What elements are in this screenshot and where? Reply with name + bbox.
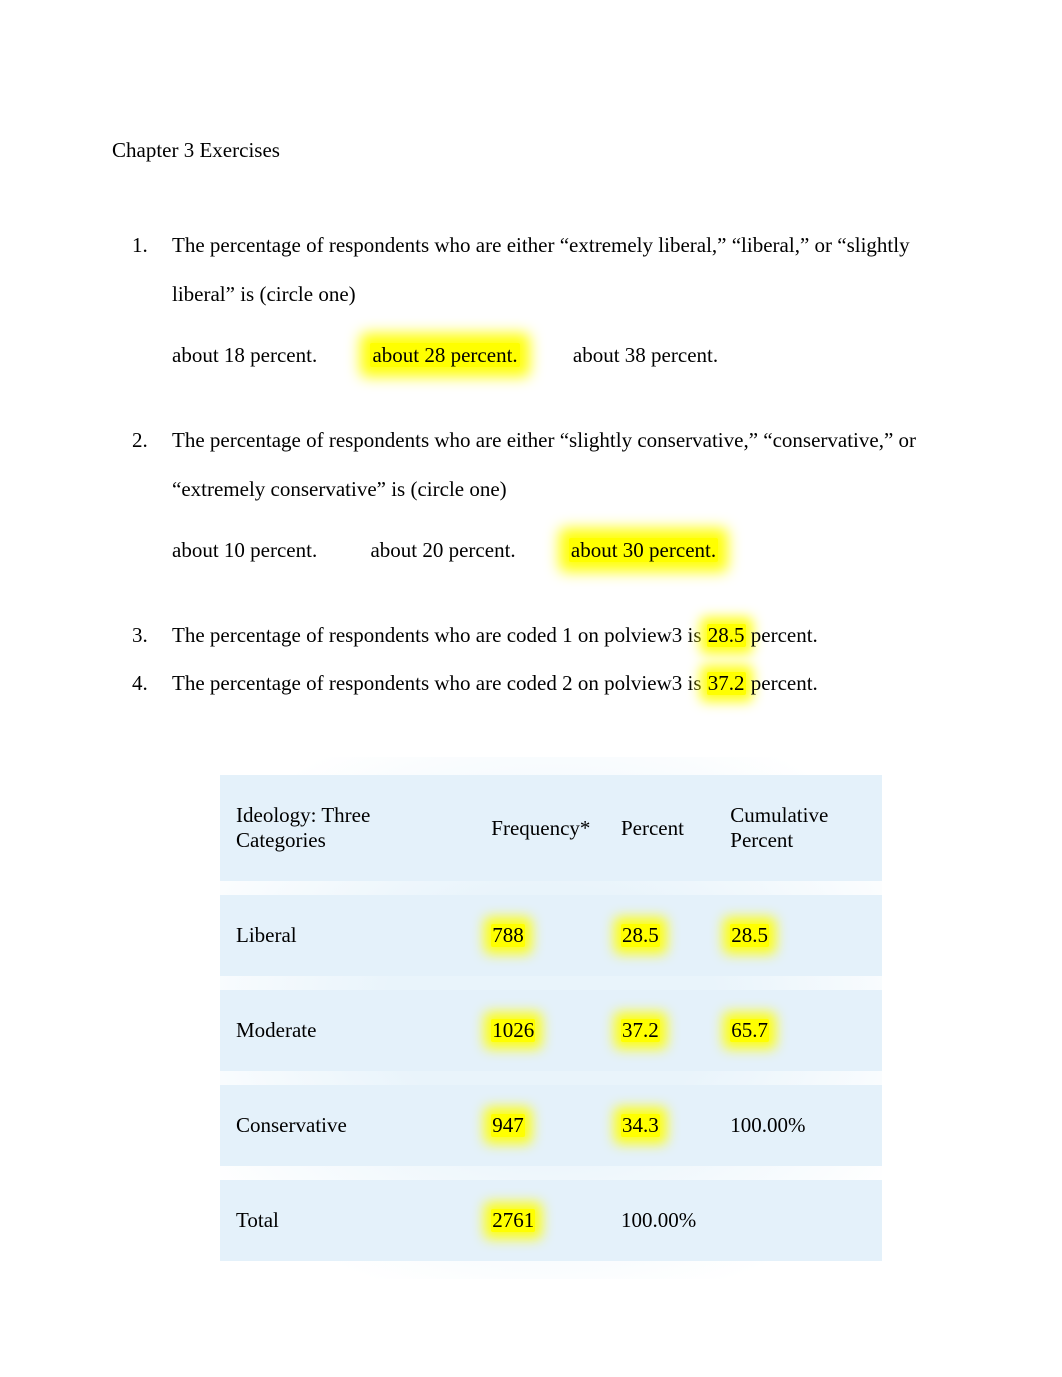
cell-frequency-highlight: 1026 <box>491 1019 535 1042</box>
ideology-table: Ideology: Three Categories Frequency* Pe… <box>220 761 882 1275</box>
cell-percent-highlight: 28.5 <box>621 924 660 947</box>
cell-percent-highlight: 37.2 <box>621 1019 660 1042</box>
q1-option-b-highlight: about 28 percent. <box>370 343 519 367</box>
cell-cumulative-highlight: 65.7 <box>730 1019 769 1042</box>
col-percent: Percent <box>607 775 716 881</box>
cell-percent: 28.5 <box>607 895 716 976</box>
cell-frequency-highlight: 947 <box>491 1114 525 1137</box>
table-row: Liberal 788 28.5 28.5 <box>220 895 882 976</box>
cell-label: Total <box>220 1180 477 1261</box>
cell-frequency: 788 <box>477 895 607 976</box>
q3-text-before: The percentage of respondents who are co… <box>172 623 707 647</box>
cell-label: Moderate <box>220 990 477 1071</box>
col-frequency: Frequency* <box>477 775 607 881</box>
cell-frequency: 2761 <box>477 1180 607 1261</box>
q4-text-after: percent. <box>751 671 818 695</box>
q1-number: 1. <box>132 221 148 270</box>
q2-options: about 10 percent. about 20 percent. abou… <box>172 527 950 573</box>
cell-percent: 34.3 <box>607 1085 716 1166</box>
q2-text: The percentage of respondents who are ei… <box>172 416 950 515</box>
q1-option-a[interactable]: about 18 percent. <box>172 332 317 378</box>
q2-option-c-highlight: about 30 percent. <box>569 538 718 562</box>
q4-text-before: The percentage of respondents who are co… <box>172 671 707 695</box>
q3-value: 28.5 <box>707 624 746 647</box>
question-4: 4. The percentage of respondents who are… <box>172 659 950 707</box>
cell-cumulative: 28.5 <box>716 895 882 976</box>
col-cumulative: Cumulative Percent <box>716 775 882 881</box>
cell-frequency-highlight: 2761 <box>491 1209 535 1232</box>
cell-cumulative-highlight: 28.5 <box>730 924 769 947</box>
cell-frequency-highlight: 788 <box>491 924 525 947</box>
table-body: Liberal 788 28.5 28.5 Moderate 1026 37.2 65.7 Co… <box>220 895 882 1261</box>
cell-cumulative: 100.00% <box>716 1085 882 1166</box>
ideology-table-wrap: Ideology: Three Categories Frequency* Pe… <box>220 757 882 1279</box>
question-list: 1. The percentage of respondents who are… <box>112 221 950 707</box>
q4-value: 37.2 <box>707 672 746 695</box>
cell-cumulative: 65.7 <box>716 990 882 1071</box>
cell-frequency: 947 <box>477 1085 607 1166</box>
cell-percent: 100.00% <box>607 1180 716 1261</box>
q3-number: 3. <box>132 611 148 659</box>
cell-cumulative <box>716 1180 882 1261</box>
question-2: 2. The percentage of respondents who are… <box>172 416 950 573</box>
q4-number: 4. <box>132 659 148 707</box>
cell-label: Conservative <box>220 1085 477 1166</box>
q2-option-b[interactable]: about 20 percent. <box>370 527 515 573</box>
page: Chapter 3 Exercises 1. The percentage of… <box>0 0 1062 1377</box>
q2-number: 2. <box>132 416 148 465</box>
question-1: 1. The percentage of respondents who are… <box>172 221 950 378</box>
col-ideology: Ideology: Three Categories <box>220 775 477 881</box>
table-header-row: Ideology: Three Categories Frequency* Pe… <box>220 775 882 881</box>
page-title: Chapter 3 Exercises <box>112 138 950 163</box>
cell-percent: 37.2 <box>607 990 716 1071</box>
q1-options: about 18 percent. about 28 percent. abou… <box>172 332 950 378</box>
table-row: Total 2761 100.00% <box>220 1180 882 1261</box>
table-row: Moderate 1026 37.2 65.7 <box>220 990 882 1071</box>
q1-option-b[interactable]: about 28 percent. <box>370 332 519 378</box>
cell-frequency: 1026 <box>477 990 607 1071</box>
q1-option-c[interactable]: about 38 percent. <box>573 332 718 378</box>
q2-option-c[interactable]: about 30 percent. <box>569 527 718 573</box>
cell-percent-highlight: 34.3 <box>621 1114 660 1137</box>
table-row: Conservative 947 34.3 100.00% <box>220 1085 882 1166</box>
q3-text-after: percent. <box>751 623 818 647</box>
cell-label: Liberal <box>220 895 477 976</box>
q1-text: The percentage of respondents who are ei… <box>172 221 950 320</box>
q2-option-a[interactable]: about 10 percent. <box>172 527 317 573</box>
question-3: 3. The percentage of respondents who are… <box>172 611 950 659</box>
